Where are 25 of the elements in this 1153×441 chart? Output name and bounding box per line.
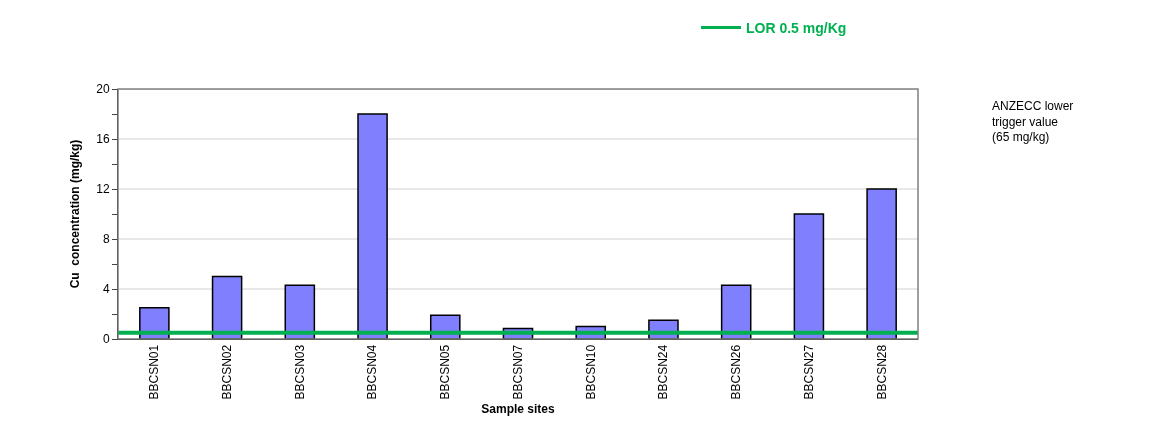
y-tick-label: 16	[96, 132, 110, 147]
x-tick-label: BBCSN10	[583, 344, 598, 400]
bar	[866, 188, 897, 339]
x-tick-label: BBCSN05	[438, 344, 453, 400]
x-tick-label: BBCSN03	[292, 344, 307, 400]
text: ANZECC lower trigger value (65 mg/kg)	[992, 99, 1074, 145]
y-tick-label: 12	[96, 182, 110, 197]
x-tick-label: BBCSN28	[874, 344, 889, 400]
bar	[357, 113, 388, 339]
y-axis-title: Cu concentration (mg/kg)	[67, 139, 82, 289]
y-tick-label: 0	[102, 332, 110, 347]
x-tick-label: BBCSN01	[147, 344, 162, 400]
y-tick-label: 8	[102, 232, 110, 247]
x-tick-label: BBCSN07	[510, 344, 525, 400]
legend-label: LOR 0.5 mg/Kg	[746, 20, 847, 37]
x-tick-label: BBCSN24	[656, 344, 671, 400]
y-tick-label: 4	[102, 282, 110, 297]
x-axis-title: Sample sites	[481, 401, 556, 416]
bar	[211, 275, 243, 339]
x-tick-label: BBCSN26	[729, 344, 744, 400]
x-tick-label: BBCSN02	[219, 344, 234, 400]
x-tick-label: BBCSN27	[801, 344, 816, 400]
y-tick-label: 20	[96, 82, 110, 97]
bar	[793, 213, 825, 339]
x-tick-label: BBCSN04	[365, 344, 380, 400]
